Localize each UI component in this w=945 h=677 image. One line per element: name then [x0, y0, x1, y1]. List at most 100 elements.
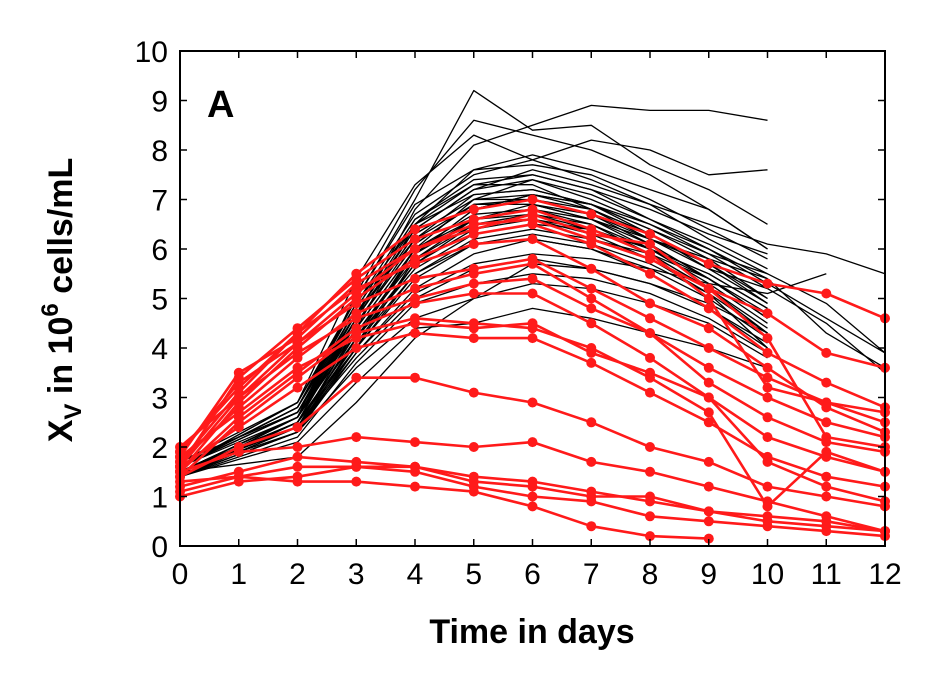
y-tick-label: 7	[151, 185, 168, 218]
red-data-point	[468, 278, 479, 289]
red-data-point	[821, 516, 832, 527]
red-data-point	[468, 333, 479, 344]
x-tick-label: 9	[700, 558, 717, 591]
red-data-point	[703, 303, 714, 314]
red-data-point	[351, 432, 362, 443]
red-data-point	[703, 456, 714, 467]
red-data-point	[351, 343, 362, 353]
red-data-point	[762, 511, 773, 522]
red-data-point	[527, 333, 538, 344]
black-series-line	[179, 179, 768, 468]
y-tick-label: 9	[151, 86, 168, 119]
red-data-point	[410, 437, 420, 448]
red-data-point	[468, 239, 479, 250]
red-data-point	[351, 476, 362, 487]
red-data-point	[292, 328, 303, 339]
red-data-point	[527, 234, 538, 245]
red-data-point	[468, 471, 479, 482]
red-data-point	[586, 417, 597, 428]
red-data-point	[821, 417, 832, 428]
red-data-point	[762, 347, 773, 358]
red-data-point	[292, 382, 303, 393]
x-tick-label: 8	[642, 558, 659, 591]
red-data-point	[762, 456, 773, 467]
black-series-line	[179, 154, 768, 473]
red-data-point	[410, 273, 420, 284]
red-data-point	[468, 204, 479, 215]
red-data-point	[527, 273, 538, 284]
red-data-point	[645, 531, 655, 542]
red-series-group	[175, 194, 890, 544]
panel-letter: A	[207, 84, 234, 126]
red-data-point	[292, 352, 303, 363]
red-data-point	[410, 372, 420, 383]
red-data-point	[233, 392, 244, 403]
red-data-point	[292, 471, 303, 482]
red-data-point	[527, 501, 538, 512]
red-data-point	[351, 328, 362, 339]
black-series-line	[179, 307, 768, 478]
red-data-point	[703, 283, 714, 294]
red-data-point	[586, 293, 597, 304]
red-data-point	[821, 397, 832, 408]
red-data-point	[703, 323, 714, 334]
red-data-point	[410, 234, 420, 245]
red-data-point	[821, 437, 832, 448]
y-label-mid: in 10	[42, 317, 80, 404]
red-data-point	[586, 318, 597, 329]
red-data-point	[821, 446, 832, 457]
x-tick-label: 11	[811, 558, 842, 591]
red-data-point	[645, 372, 655, 383]
red-data-point	[645, 298, 655, 309]
red-data-point	[410, 224, 420, 235]
x-tick-label: 12	[868, 558, 901, 591]
red-data-point	[703, 362, 714, 373]
red-data-point	[410, 328, 420, 339]
y-tick-label: 10	[135, 36, 168, 69]
black-series-line	[179, 233, 768, 473]
red-data-point	[351, 308, 362, 319]
red-data-point	[821, 491, 832, 502]
red-data-point	[527, 437, 538, 448]
red-data-point	[410, 244, 420, 254]
red-data-point	[410, 313, 420, 324]
black-series-line	[179, 203, 886, 473]
red-data-point	[645, 496, 655, 507]
x-tick-label: 6	[524, 558, 541, 591]
x-tick-labels: 0 1 2 3 4 5 6 7 8 9 10 11 12	[172, 558, 902, 591]
red-data-point	[762, 333, 773, 344]
x-tick-label: 5	[465, 558, 482, 591]
red-data-point	[645, 253, 655, 264]
red-data-point	[645, 442, 655, 452]
red-data-point	[410, 481, 420, 492]
x-tick-label: 0	[172, 558, 189, 591]
y-label-base: X	[42, 419, 80, 442]
red-data-point	[645, 387, 655, 398]
y-tick-label: 0	[151, 531, 168, 564]
red-data-point	[292, 442, 303, 452]
red-data-point	[586, 456, 597, 467]
red-data-point	[645, 328, 655, 339]
red-data-point	[586, 234, 597, 245]
red-data-point	[527, 288, 538, 299]
red-data-point	[762, 362, 773, 373]
black-series-line	[179, 174, 768, 468]
red-data-point	[468, 268, 479, 279]
red-data-point	[233, 382, 244, 393]
red-data-point	[586, 343, 597, 353]
red-data-point	[762, 382, 773, 393]
x-axis-label: Time in days	[429, 613, 634, 651]
y-tick-label: 6	[151, 234, 168, 267]
red-data-point	[233, 402, 244, 413]
red-data-point	[468, 219, 479, 230]
red-data-point	[351, 288, 362, 299]
red-data-point	[292, 461, 303, 472]
red-data-point	[351, 372, 362, 383]
red-data-point	[821, 377, 832, 388]
red-data-point	[292, 338, 303, 349]
red-data-point	[527, 397, 538, 408]
red-data-point	[233, 466, 244, 477]
red-data-point	[703, 533, 714, 544]
y-tick-label: 5	[151, 284, 168, 317]
